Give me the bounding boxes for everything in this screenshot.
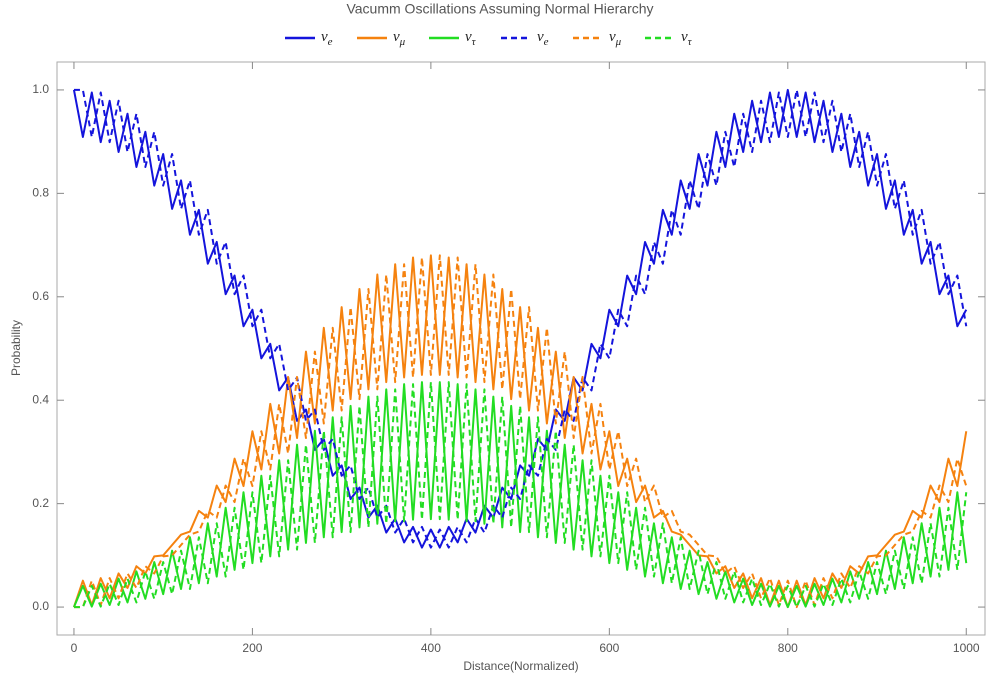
legend-label: ντ (465, 29, 477, 47)
legend-label: νμ (393, 29, 406, 47)
legend-label: ντ (681, 29, 693, 47)
legend: νe νμ ντ νe νμ ντ (285, 29, 693, 48)
x-tick-label: 1000 (953, 641, 980, 655)
plot-frame (56, 61, 986, 636)
y-axis-label: Probability (9, 320, 23, 376)
y-tick-label: 0.4 (32, 392, 49, 406)
x-tick-label: 200 (242, 641, 262, 655)
x-tick-label: 800 (778, 641, 798, 655)
legend-label: νe (537, 29, 549, 47)
x-tick-label: 400 (421, 641, 441, 655)
legend-label: νμ (609, 29, 622, 47)
chart-title: Vacumm Oscillations Assuming Normal Hier… (346, 1, 653, 17)
x-tick-label: 600 (599, 641, 619, 655)
y-tick-label: 0.6 (32, 289, 49, 303)
x-tick-label: 0 (71, 641, 78, 655)
y-tick-label: 0.8 (32, 186, 49, 200)
series-line (72, 88, 968, 549)
legend-label: νe (321, 29, 333, 47)
series-line (73, 381, 968, 609)
y-tick-label: 0.0 (32, 599, 49, 613)
series-line (73, 254, 968, 609)
y-tick-label: 0.2 (32, 496, 49, 510)
series-line (73, 381, 968, 609)
y-tick-label: 1.0 (32, 82, 49, 96)
x-axis-label: Distance(Normalized) (463, 659, 578, 673)
series-line (73, 88, 968, 549)
series-line (73, 254, 968, 609)
